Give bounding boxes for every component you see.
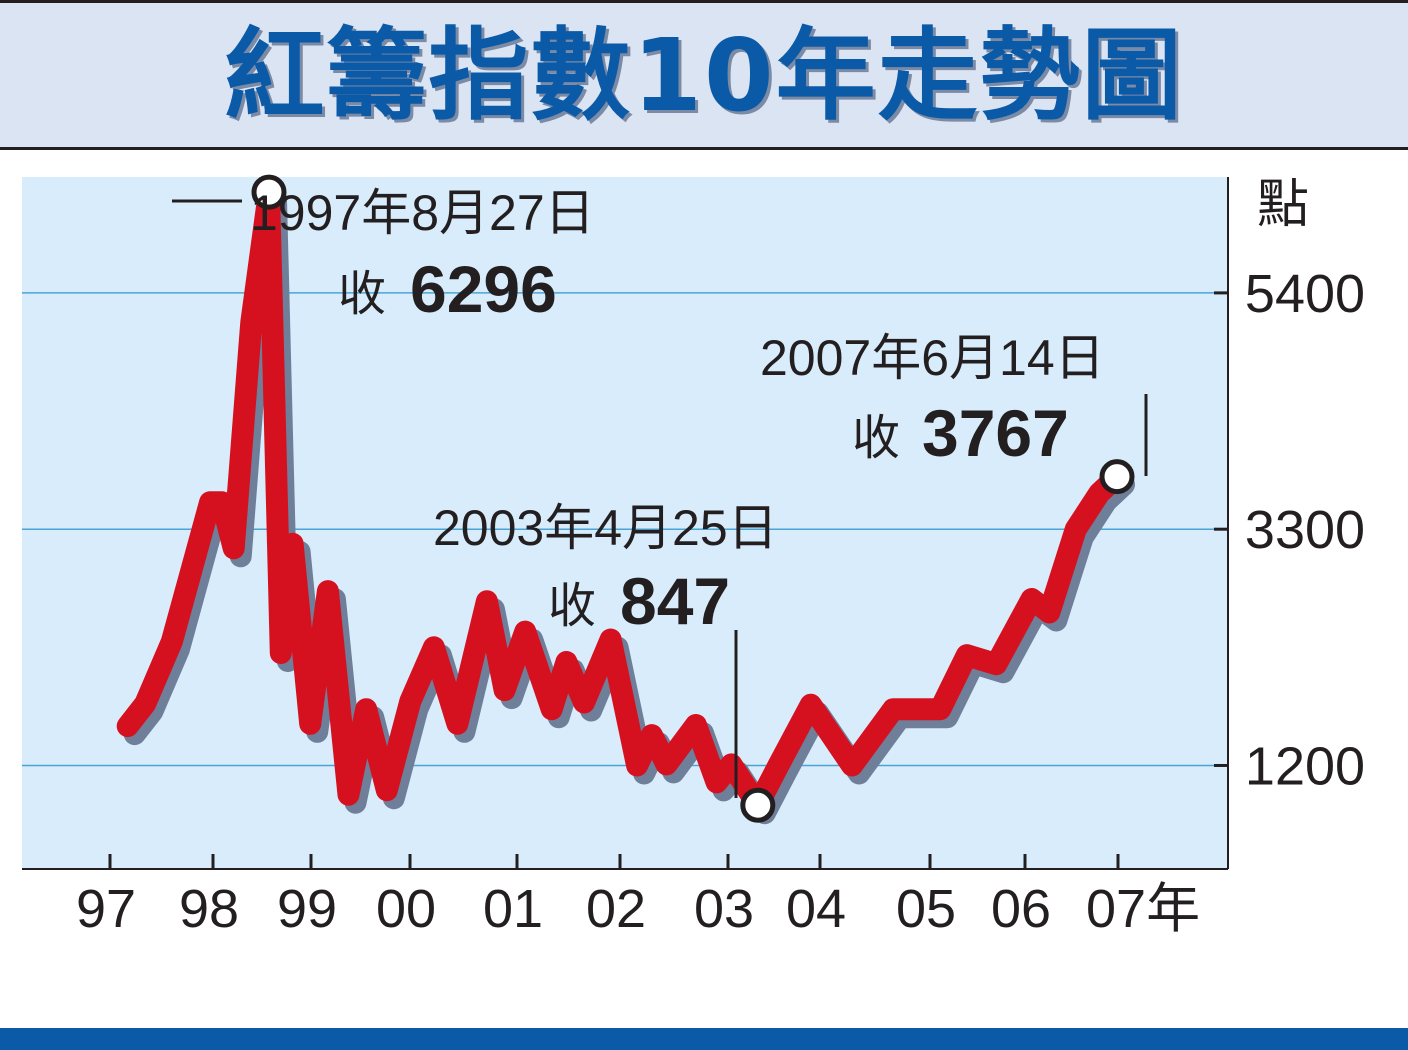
annotation-high-value: 6296 — [410, 252, 557, 326]
annotation-latest-prefix: 收 — [852, 410, 900, 466]
title-bar: 紅籌指數10年走勢圖 — [0, 0, 1408, 150]
unit-label: 點 — [1257, 175, 1309, 235]
chart-title: 紅籌指數10年走勢圖 — [224, 17, 1184, 134]
x-tick-label: 97 — [76, 879, 136, 939]
annotation-low-date: 2003年4月25日 — [433, 500, 778, 556]
x-tick-label: 00 — [376, 879, 436, 939]
bottom-bar — [0, 1028, 1408, 1050]
y-axis-ticks: 1200 3300 5400 — [1214, 264, 1365, 796]
x-tick-label: 07年 — [1086, 879, 1200, 939]
chart-svg: 97 98 99 00 01 02 03 04 05 06 07年 1200 3300 5400 點 1… — [22, 174, 1365, 939]
annotation-latest-value: 3767 — [922, 396, 1069, 470]
series-line — [116, 181, 1128, 817]
y-tick-label: 5400 — [1245, 264, 1365, 324]
x-tick-label: 98 — [179, 879, 239, 939]
x-tick-label: 01 — [483, 879, 543, 939]
y-tick-label: 3300 — [1245, 500, 1365, 560]
annotation-latest-date: 2007年6月14日 — [760, 330, 1105, 386]
x-tick-label: 02 — [586, 879, 646, 939]
annotation-low-prefix: 收 — [548, 578, 596, 634]
x-tick-label: 05 — [896, 879, 956, 939]
y-tick-label: 1200 — [1245, 736, 1365, 796]
x-tick-label: 06 — [991, 879, 1051, 939]
x-tick-label: 99 — [277, 879, 337, 939]
x-axis-ticks: 97 98 99 00 01 02 03 04 05 06 07年 — [76, 854, 1200, 939]
x-tick-label: 04 — [786, 879, 846, 939]
annotation-marker-low — [740, 787, 776, 823]
annotation-marker-latest — [1099, 459, 1135, 495]
annotation-marker-high — [251, 174, 287, 210]
x-tick-label: 03 — [694, 879, 754, 939]
annotation-high-date: 1997年8月27日 — [250, 185, 595, 241]
annotation-low-value: 847 — [620, 564, 730, 638]
annotation-high-prefix: 收 — [338, 266, 386, 322]
